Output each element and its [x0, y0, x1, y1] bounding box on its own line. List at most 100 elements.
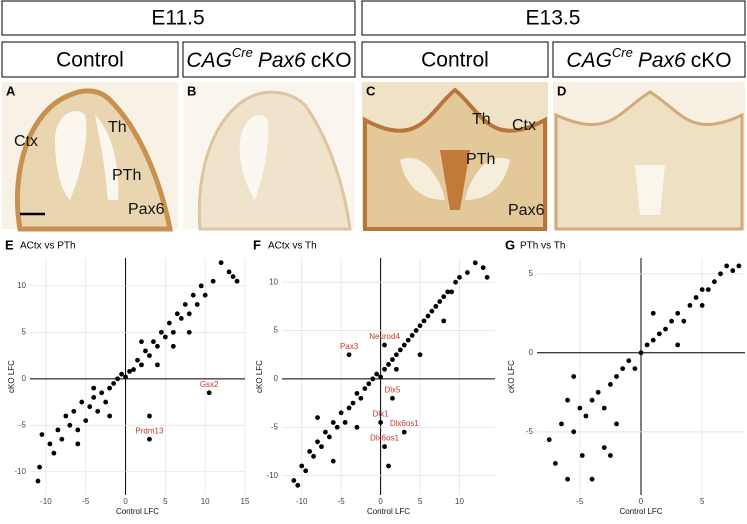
anatomy-label: Ctx — [14, 133, 38, 150]
panel-letter: E — [5, 237, 14, 252]
anatomy-label: Th — [108, 119, 127, 136]
x-tick-label: -10 — [296, 497, 308, 506]
point — [705, 287, 711, 292]
point — [123, 374, 128, 380]
y-tick-label: 5 — [22, 327, 27, 336]
point — [319, 444, 324, 450]
point — [552, 461, 558, 466]
point — [51, 450, 57, 456]
point — [139, 362, 144, 368]
y-axis-label: cKO LFC — [255, 360, 264, 393]
condition-box — [361, 41, 549, 78]
point — [226, 269, 232, 275]
y-tick-label: 5 — [274, 326, 279, 335]
point — [170, 329, 176, 335]
point — [638, 350, 644, 356]
anatomy-label: Th — [472, 111, 491, 128]
anatomy-label: Pax6 — [508, 202, 545, 219]
y-tick-label: -10 — [14, 467, 26, 476]
point — [166, 320, 172, 326]
gene-label: Neurod4 — [369, 332, 400, 341]
condition-label: CAGCre Pax6 cKO — [186, 45, 351, 71]
point — [99, 390, 105, 396]
point — [362, 386, 368, 391]
point — [565, 397, 570, 403]
point — [457, 274, 462, 280]
point — [614, 421, 619, 427]
x-axis-label: Control LFC — [116, 507, 159, 516]
point — [712, 279, 717, 285]
point — [83, 418, 89, 424]
point — [307, 449, 313, 454]
point — [421, 318, 427, 324]
point — [315, 439, 320, 445]
gene-label: Gsx2 — [200, 380, 219, 389]
point — [429, 308, 435, 314]
point — [178, 316, 184, 321]
point — [107, 413, 113, 419]
y-tick-label: -5 — [271, 422, 279, 431]
y-tick-label: 10 — [269, 277, 278, 286]
x-tick-label: 0 — [378, 497, 383, 506]
point — [303, 468, 309, 474]
point — [334, 424, 340, 430]
panel-letter: G — [505, 237, 515, 252]
point — [186, 311, 192, 317]
gene-label: Dlx6os1 — [390, 419, 419, 428]
point — [699, 287, 705, 292]
gene: Pax6 — [638, 49, 686, 72]
point — [650, 337, 656, 343]
panel-letter: A — [6, 83, 16, 98]
point — [571, 429, 577, 435]
highlight-point — [382, 342, 387, 348]
point — [449, 289, 455, 295]
point — [382, 366, 387, 372]
point — [595, 389, 601, 395]
x-tick-label: 0 — [639, 497, 644, 506]
point — [143, 348, 148, 354]
point — [291, 478, 297, 483]
highlight-point — [346, 352, 352, 358]
point — [354, 424, 360, 430]
point — [135, 357, 140, 363]
point — [378, 374, 384, 380]
point — [218, 260, 224, 266]
gene-label: Dlx5 — [384, 385, 401, 394]
point — [37, 464, 42, 470]
point — [601, 405, 607, 411]
stage-box — [361, 0, 746, 36]
point — [614, 374, 619, 379]
point — [295, 482, 301, 488]
point — [608, 453, 613, 458]
y-tick-label: 0 — [529, 348, 534, 357]
point — [139, 339, 144, 345]
anatomy-label: PTh — [112, 167, 141, 184]
plot-title: PTh vs Th — [520, 241, 565, 252]
y-axis-label: cKO LFC — [7, 360, 16, 393]
point — [67, 422, 73, 428]
point — [577, 405, 583, 411]
y-tick-label: 0 — [22, 374, 27, 383]
point — [358, 395, 364, 401]
point — [608, 382, 613, 387]
point — [87, 404, 93, 410]
point — [571, 374, 577, 379]
plot-title: ACtx vs Th — [268, 241, 317, 252]
point — [390, 357, 395, 362]
point — [91, 395, 97, 400]
point — [131, 367, 136, 372]
x-tick-label: 5 — [163, 497, 168, 506]
point — [736, 263, 742, 269]
panel-letter: D — [557, 83, 566, 98]
point — [151, 339, 156, 345]
point — [417, 352, 423, 358]
point — [342, 420, 348, 425]
x-tick-label: 10 — [201, 497, 210, 506]
point — [155, 362, 160, 368]
point — [724, 263, 730, 269]
point — [681, 318, 687, 324]
anatomy-label: PTh — [466, 151, 495, 168]
plot-title: ACtx vs PTh — [20, 241, 76, 252]
point — [417, 323, 423, 329]
highlight-point — [390, 395, 395, 401]
